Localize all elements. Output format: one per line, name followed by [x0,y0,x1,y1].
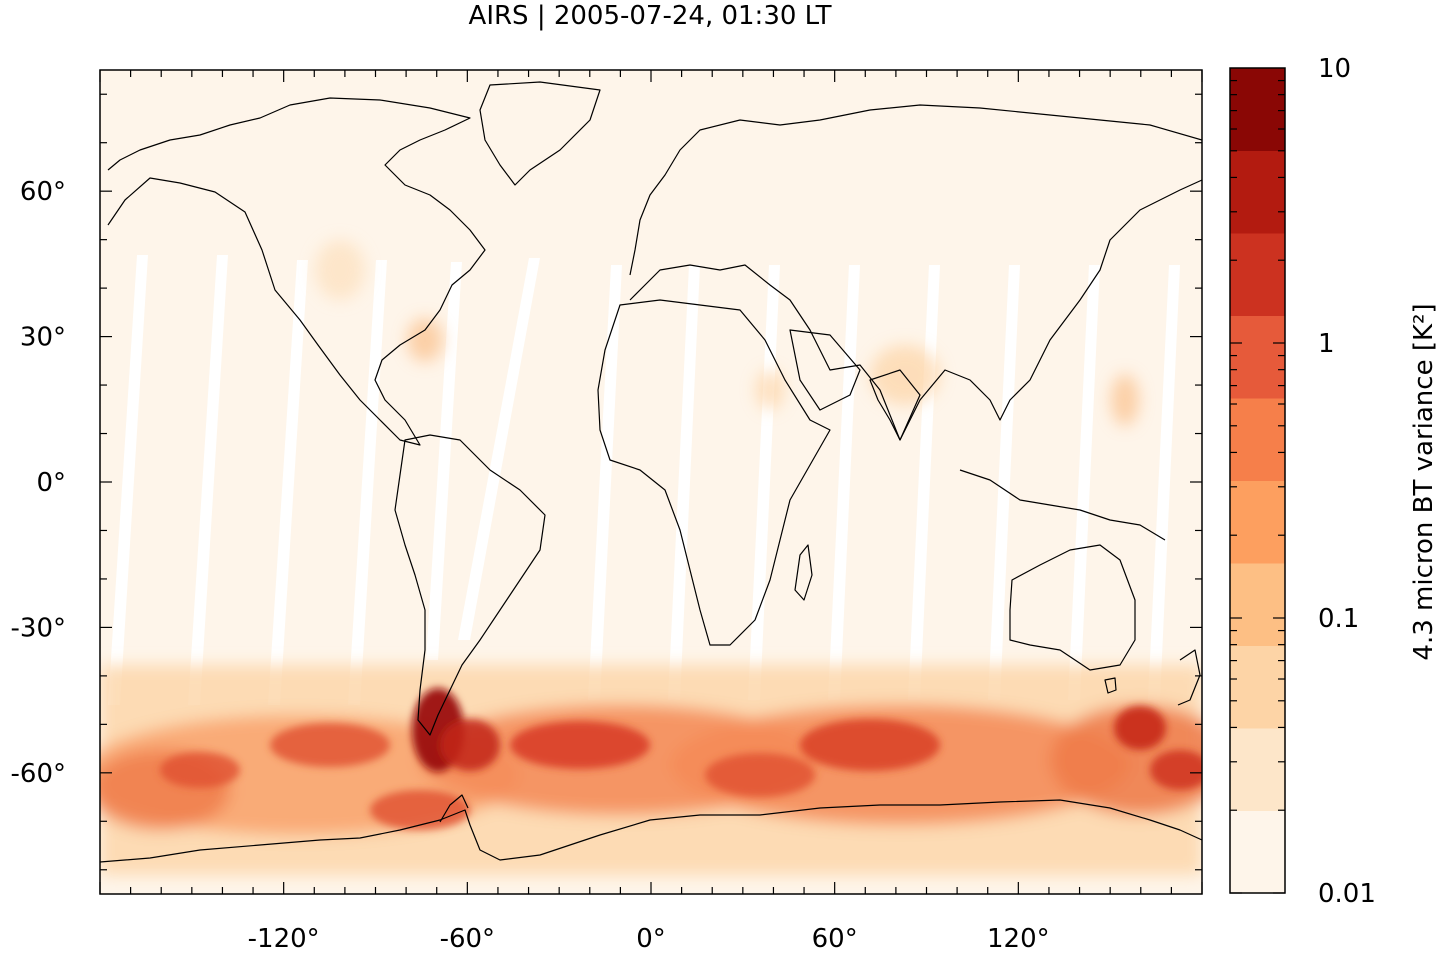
variance-patch-high [705,753,815,797]
y-tick-label: -30° [11,613,66,643]
y-tick-label: 30° [20,323,66,353]
colorbar-segment [1230,645,1285,729]
variance-patch-high [160,752,240,788]
variance-patch-weak [870,345,940,405]
coastline-north-america [107,97,486,446]
variance-patch-high [1150,750,1202,790]
x-tick-label: 0° [636,924,666,954]
x-axis: -120° -60° 0° 60° 120° [99,70,1203,954]
colorbar-tick-label: 0.01 [1318,879,1376,909]
variance-max-andes [440,719,500,771]
orbit-gap [1068,265,1100,700]
orbit-gap [988,265,1020,700]
orbit-gap [426,262,462,660]
coastline-new-zealand [1177,649,1201,706]
coastline-madagascar [794,544,813,601]
coastline-arabia [789,329,861,411]
colorbar-segment [1230,150,1285,234]
orbit-gap [1148,265,1180,700]
y-tick-label: -60° [11,759,66,789]
orbit-gap [268,260,308,705]
variance-field [100,240,1202,875]
orbit-gap [668,265,700,700]
coastline-india [869,369,921,441]
colorbar-segment [1230,315,1285,399]
colorbar: 10 1 0.1 0.01 [1229,54,1376,909]
variance-patch-weak [315,240,365,300]
variance-patch-high [510,721,650,769]
coastline-antarctic-peninsula [439,794,469,823]
variance-patch-high [370,790,470,830]
colorbar-segment [1230,563,1285,646]
colorbar-segment [1230,480,1285,564]
variance-patch-high [800,719,940,771]
map-plot-area [100,70,1202,894]
orbit-gap [108,255,148,705]
colorbar-segment [1230,398,1285,481]
colorbar-tick-label: 1 [1318,329,1335,359]
orbit-gap [348,260,387,705]
x-tick-label: 120° [987,924,1050,954]
coastlines [100,81,1202,863]
orbit-gap [588,265,622,700]
coastline-south-america [394,434,546,736]
colorbar-frame [1229,67,1286,894]
coastline-antarctica [100,799,1202,863]
variance-patch-weak [1111,374,1139,426]
y-axis: 60° 30° 0° -30° -60° [11,93,1202,871]
colorbar-tick-label: 10 [1318,54,1351,84]
orbit-gap [828,265,860,700]
colorbar-segment [1230,810,1285,894]
variance-patch-high [1114,706,1166,750]
colorbar-segment [1230,728,1285,811]
x-tick-label: -120° [248,924,320,954]
y-tick-label: 60° [20,177,66,207]
coastline-eurasia [629,104,1202,441]
map-title: AIRS | 2005-07-24, 01:30 LT [468,1,832,31]
colorbar-tick-label: 0.1 [1318,604,1359,634]
coastline-africa [597,299,831,646]
variance-patch-weak [756,370,784,410]
coastline-indonesia [959,469,1166,541]
orbit-gap [188,255,228,705]
colorbar-segment [1230,233,1285,316]
coastline-tasmania [1104,677,1117,694]
colorbar-segment [1230,68,1285,151]
orbit-gap [458,258,540,640]
x-tick-label: -60° [440,924,495,954]
coastline-greenland [479,81,601,186]
variance-patch-weak [407,318,443,362]
variance-patch-high [270,723,390,767]
colorbar-label: 4.3 micron BT variance [K²] [1409,303,1439,660]
x-tick-label: 60° [812,924,858,954]
coastline-australia [1009,544,1136,671]
y-tick-label: 0° [36,468,66,498]
